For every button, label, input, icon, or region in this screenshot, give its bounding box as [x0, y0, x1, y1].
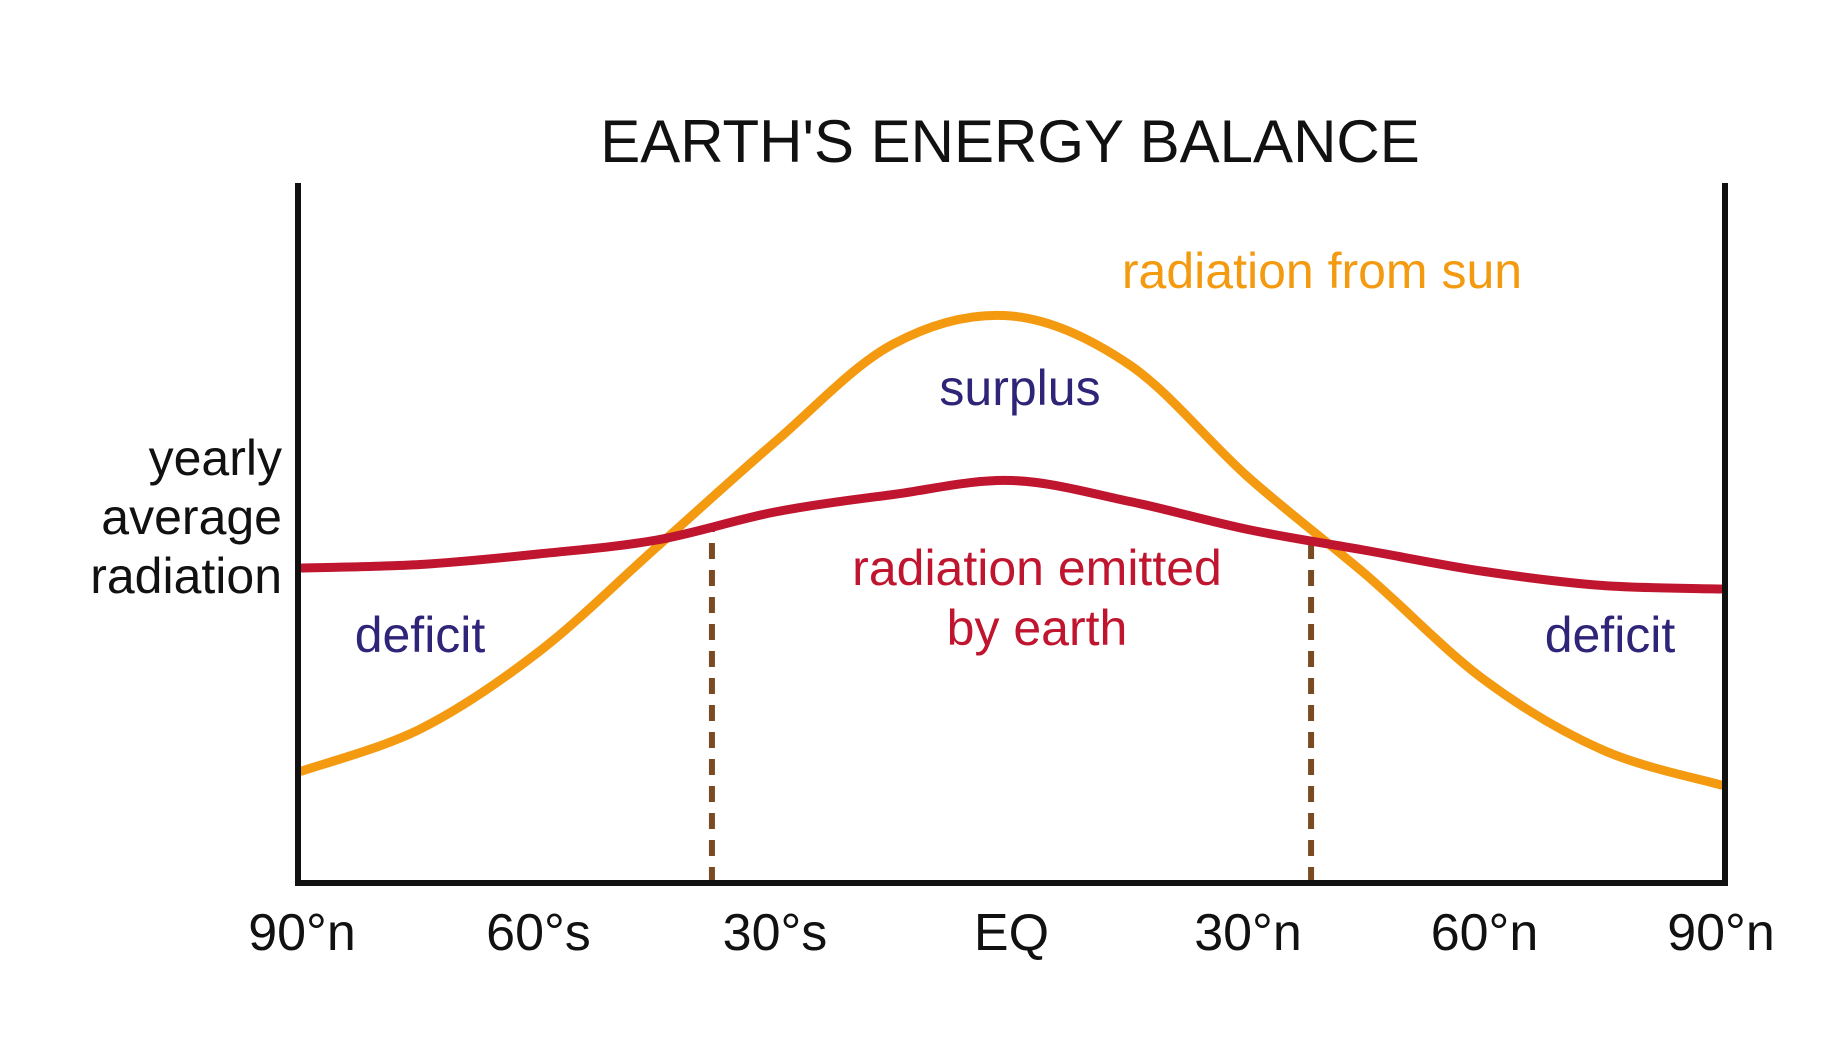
earth-emission-line — [297, 475, 1726, 594]
y-axis-label: yearly average radiation — [90, 430, 282, 604]
y-axis-label-line-2: average — [101, 489, 282, 545]
annotation-deficit-left: deficit — [355, 607, 486, 663]
crossover-lines — [708, 526, 1315, 883]
annotation-deficit-right: deficit — [1545, 607, 1676, 663]
y-axis-label-line-3: radiation — [90, 548, 282, 604]
y-axis-label-line-1: yearly — [149, 430, 282, 486]
annotation-sun: radiation from sun — [1122, 243, 1522, 299]
x-tick-60n: 60°n — [1431, 904, 1539, 962]
x-tick-90n-left: 90°n — [248, 904, 356, 962]
sun-radiation-line — [297, 310, 1726, 790]
x-tick-30n: 30°n — [1194, 904, 1302, 962]
chart-title: EARTH'S ENERGY BALANCE — [600, 108, 1420, 175]
x-tick-90n-right: 90°n — [1667, 904, 1775, 962]
annotation-emitted2: by earth — [947, 600, 1128, 656]
x-tick-30s: 30°s — [723, 904, 828, 962]
chart-annotations: radiation from sun surplus radiation emitt… — [355, 243, 1676, 663]
x-tick-labels: 90°n 60°s 30°s EQ 30°n 60°n 90°n — [248, 904, 1775, 962]
plot-frame — [295, 183, 1728, 886]
x-tick-60s: 60°s — [486, 904, 591, 962]
annotation-surplus: surplus — [939, 360, 1100, 416]
annotation-emitted1: radiation emitted — [852, 540, 1222, 596]
series-lines — [297, 310, 1726, 790]
x-tick-eq: EQ — [974, 904, 1049, 962]
